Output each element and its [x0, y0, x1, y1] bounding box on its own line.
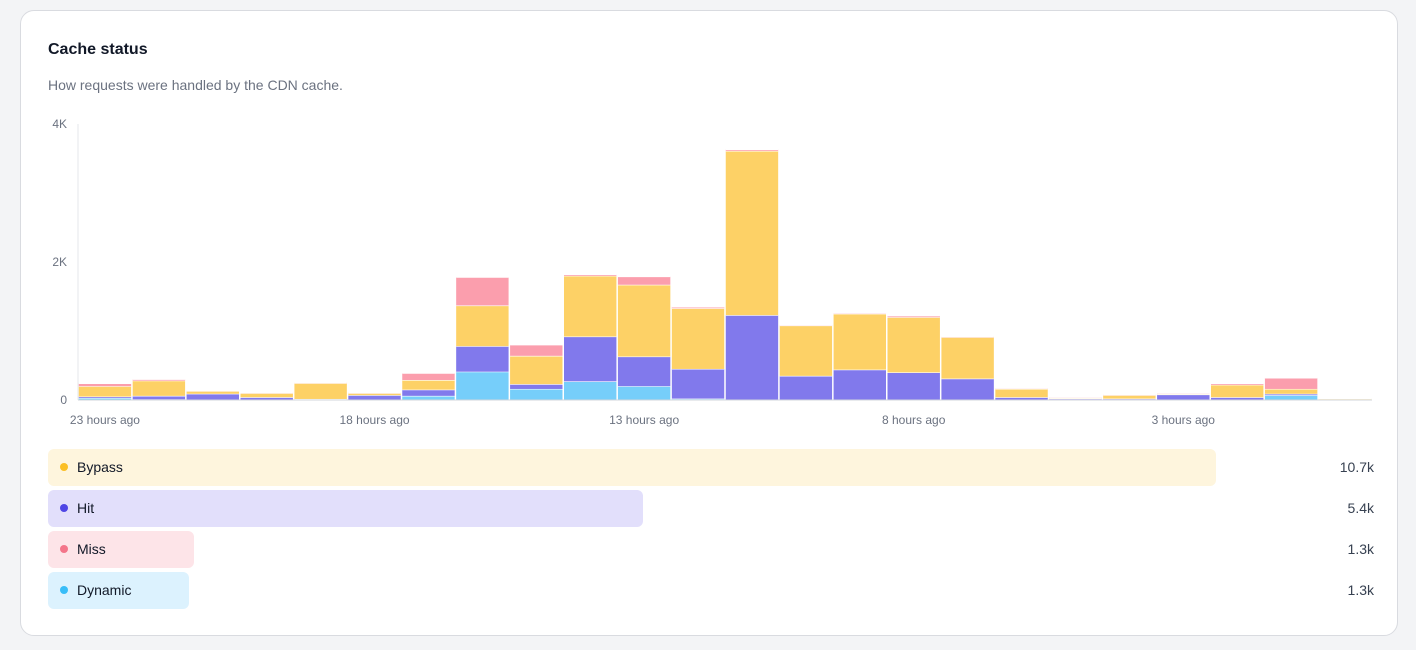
- bar-segment-miss: [725, 149, 779, 151]
- bar-segment-hit: [941, 378, 994, 400]
- bar-segment-bypass: [456, 305, 509, 347]
- bar-segment-bypass: [564, 275, 617, 337]
- cache-status-card: Cache status How requests were handled b…: [20, 10, 1398, 636]
- bar-segment-hit: [833, 369, 886, 400]
- bar-segment-dynamic: [510, 388, 563, 400]
- bar-segment-dynamic: [617, 386, 671, 400]
- bar-segment-hit: [1103, 398, 1156, 400]
- legend-dot: [60, 586, 68, 594]
- bar-segment-miss: [132, 379, 186, 381]
- bar-segment-hit: [887, 372, 940, 400]
- bar-segment-hit: [1157, 394, 1210, 400]
- legend-dot: [60, 463, 68, 471]
- legend-value: 1.3k: [1347, 541, 1374, 557]
- bar-segment-miss: [402, 373, 455, 380]
- bar-segment-bypass: [348, 393, 401, 396]
- legend-bar: [48, 531, 194, 568]
- bar-segment-hit: [78, 396, 132, 398]
- bar-segment-dynamic: [78, 397, 132, 400]
- x-tick-label: 23 hours ago: [70, 413, 140, 427]
- bar-segment-hit: [1211, 397, 1264, 400]
- bar-segment-hit: [1264, 393, 1318, 396]
- bar-segment-dynamic: [1264, 395, 1318, 400]
- bar-segment-bypass: [186, 391, 239, 394]
- legend-item-hit[interactable]: Hit 5.4k: [48, 490, 1374, 527]
- bar-segment-hit: [186, 393, 239, 400]
- bar-segment-bypass: [887, 317, 940, 373]
- bar-segment-miss: [510, 344, 563, 356]
- bar-segment-miss: [1211, 383, 1264, 385]
- bar-segment-bypass: [671, 308, 725, 369]
- bar-segment-bypass: [132, 380, 186, 396]
- card-subtitle: How requests were handled by the CDN cac…: [48, 77, 343, 93]
- legend-item-miss[interactable]: Miss 1.3k: [48, 531, 1374, 568]
- bar-segment-hit: [671, 368, 725, 399]
- bar-segment-miss: [78, 383, 132, 387]
- x-tick-label: 18 hours ago: [340, 413, 410, 427]
- legend-dot: [60, 504, 68, 512]
- bar-segment-dynamic: [402, 395, 455, 400]
- bar-segment-miss: [887, 315, 940, 318]
- bar-segment-miss: [617, 276, 671, 285]
- bar-segment-hit: [995, 397, 1048, 400]
- bar-segment-bypass: [725, 150, 779, 316]
- legend-bar: [48, 449, 1216, 486]
- bar-segment-bypass: [78, 386, 132, 397]
- bar-segment-bypass: [510, 355, 563, 385]
- legend-value: 5.4k: [1347, 500, 1374, 516]
- bar-segment-bypass: [1211, 384, 1264, 398]
- bar-segment-bypass: [617, 284, 671, 357]
- bar-segment-hit: [1049, 398, 1102, 400]
- bar-segment-bypass: [240, 393, 293, 398]
- bar-segment-hit: [564, 336, 617, 382]
- bar-segment-miss: [564, 274, 617, 276]
- legend-value: 10.7k: [1339, 459, 1374, 475]
- x-tick-label: 13 hours ago: [609, 413, 679, 427]
- bar-segment-bypass: [995, 388, 1048, 398]
- bar-segment-dynamic: [456, 371, 509, 400]
- bar-segment-hit: [456, 346, 509, 372]
- legend-dot: [60, 545, 68, 553]
- bar-segment-hit: [617, 356, 671, 387]
- legend-label: Miss: [77, 541, 106, 557]
- cache-status-chart: 0 2K 4K 23 hours ago 18 hours ago 13 hours ag…: [52, 117, 1372, 427]
- bar-segment-miss: [671, 306, 725, 309]
- bar-segment-bypass: [294, 383, 347, 399]
- bar-segment-hit: [779, 375, 833, 400]
- y-tick-label: 0: [60, 393, 67, 407]
- bar-segment-bypass: [833, 313, 886, 370]
- bar-segment-hit: [132, 395, 186, 400]
- bar-segment-hit: [510, 384, 563, 389]
- y-tick-label: 4K: [52, 117, 67, 131]
- bar-segment-bypass: [779, 325, 833, 376]
- bar-segment-hit: [725, 315, 779, 400]
- legend-label: Dynamic: [77, 582, 132, 598]
- legend-value: 1.3k: [1347, 582, 1374, 598]
- bar-segment-bypass: [941, 337, 994, 379]
- x-tick-label: 3 hours ago: [1152, 413, 1216, 427]
- legend-item-bypass[interactable]: Bypass 10.7k: [48, 449, 1374, 486]
- bar-segment-hit: [402, 389, 455, 396]
- card-title: Cache status: [48, 41, 148, 58]
- bar-segment-bypass: [1103, 395, 1156, 399]
- legend-bar: [48, 490, 643, 527]
- x-tick-label: 8 hours ago: [882, 413, 946, 427]
- y-tick-label: 2K: [52, 255, 67, 269]
- bar-segment-miss: [456, 277, 509, 306]
- bar-segment-bypass: [402, 379, 455, 390]
- bar-segment-dynamic: [564, 381, 617, 400]
- legend-label: Bypass: [77, 459, 123, 475]
- legend-label: Hit: [77, 500, 95, 516]
- bar-segment-hit: [240, 397, 293, 400]
- bar-segment-bypass: [1264, 388, 1318, 394]
- legend-bar: [48, 572, 189, 609]
- legend-item-dynamic[interactable]: Dynamic 1.3k: [48, 572, 1374, 609]
- bar-segment-hit: [348, 395, 401, 400]
- bar-segment-dynamic: [671, 398, 725, 400]
- bar-segment-miss: [1264, 377, 1318, 389]
